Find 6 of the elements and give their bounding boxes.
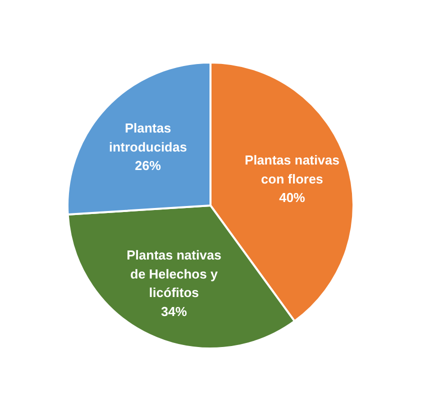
data-label: 40% — [279, 190, 306, 206]
slice-label: Plantas nativas con flores — [244, 152, 340, 186]
data-label: 26% — [134, 158, 162, 174]
data-label: 34% — [160, 304, 188, 319]
slice-label: Plantas nativas de Helechos y licófitos — [126, 248, 222, 300]
slice-label: Plantas introducidas — [108, 120, 187, 154]
